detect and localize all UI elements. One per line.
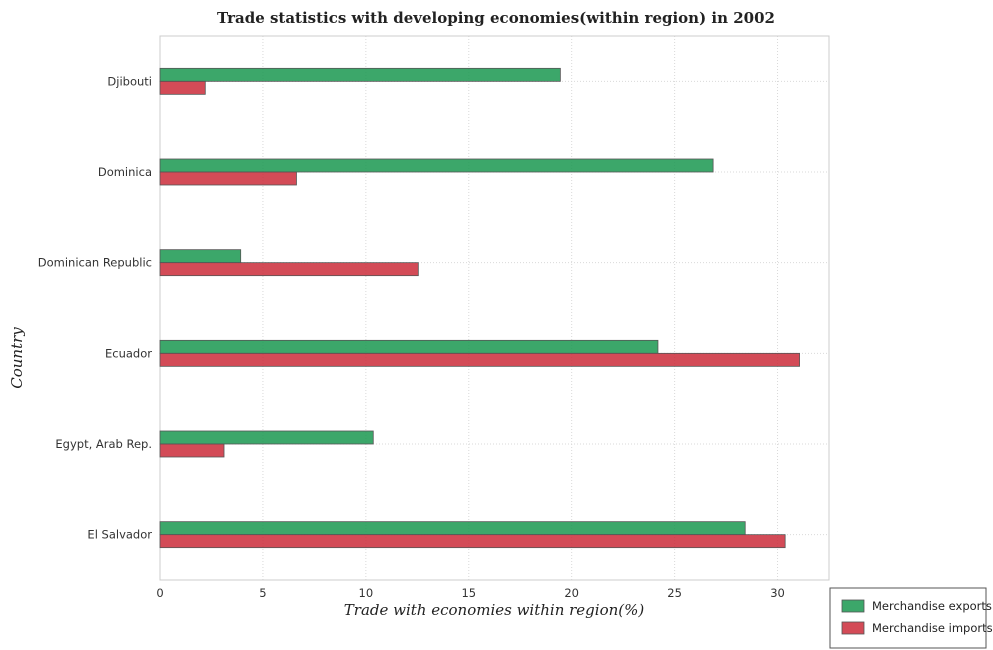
plot-area (159, 35, 830, 581)
legend-label: Merchandise imports (872, 621, 993, 635)
bar-exports (159, 158, 714, 173)
x-tick-label: 0 (156, 586, 163, 600)
x-tick-label: 30 (770, 586, 785, 600)
x-axis-label: Trade with economies within region(%) (344, 601, 645, 619)
bar-imports (159, 352, 800, 367)
y-tick-labels: Djibouti Dominica Dominican Republic Ecuado… (38, 74, 153, 541)
bar-imports (159, 443, 225, 458)
bar-exports (159, 521, 746, 536)
y-tick-label: Ecuador (105, 346, 152, 360)
x-tick-label: 20 (564, 586, 579, 600)
x-tick-labels: 0 5 10 15 20 25 30 (156, 586, 785, 600)
y-tick-label: Djibouti (107, 74, 152, 88)
bar-imports (159, 262, 419, 277)
chart-title: Trade statistics with developing economi… (217, 9, 775, 27)
bar-exports (159, 67, 561, 82)
y-tick-label: El Salvador (87, 528, 152, 542)
y-tick-label: Dominica (98, 165, 152, 179)
bar-exports (159, 430, 374, 445)
x-tick-label: 15 (461, 586, 476, 600)
x-tick-label: 25 (667, 586, 682, 600)
y-tick-label: Egypt, Arab Rep. (55, 437, 152, 451)
legend-box (829, 587, 987, 649)
bar-exports (159, 249, 242, 264)
legend-label: Merchandise exports (872, 599, 992, 613)
y-tick-label: Dominican Republic (38, 256, 152, 270)
bar-exports (159, 339, 659, 354)
bars-group (159, 67, 800, 549)
x-tick-label: 5 (259, 586, 266, 600)
legend: Merchandise exports Merchandise imports (829, 587, 993, 649)
y-axis-label: Country (8, 327, 26, 389)
grid-lines (159, 36, 829, 580)
bar-imports (159, 80, 206, 95)
legend-swatch (841, 599, 865, 613)
legend-swatch (841, 621, 865, 635)
bar-imports (159, 534, 786, 549)
bar-imports (159, 171, 297, 186)
x-tick-label: 10 (359, 586, 374, 600)
